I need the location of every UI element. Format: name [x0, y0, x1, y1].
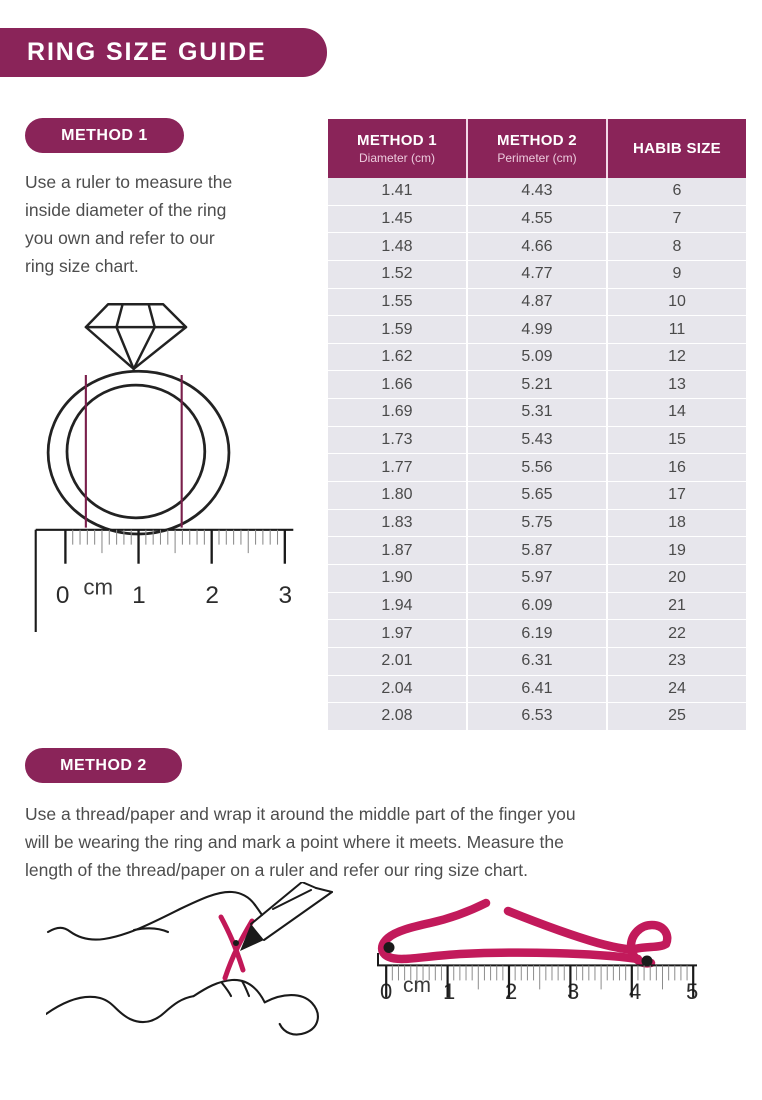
svg-text:1: 1	[443, 979, 455, 1004]
svg-text:cm: cm	[83, 574, 113, 599]
svg-text:cm: cm	[403, 974, 431, 997]
svg-text:2: 2	[205, 582, 219, 609]
svg-text:1: 1	[132, 582, 146, 609]
svg-text:3: 3	[567, 979, 579, 1004]
svg-text:0: 0	[56, 582, 70, 609]
svg-text:3: 3	[278, 582, 292, 609]
svg-text:2: 2	[505, 979, 517, 1004]
